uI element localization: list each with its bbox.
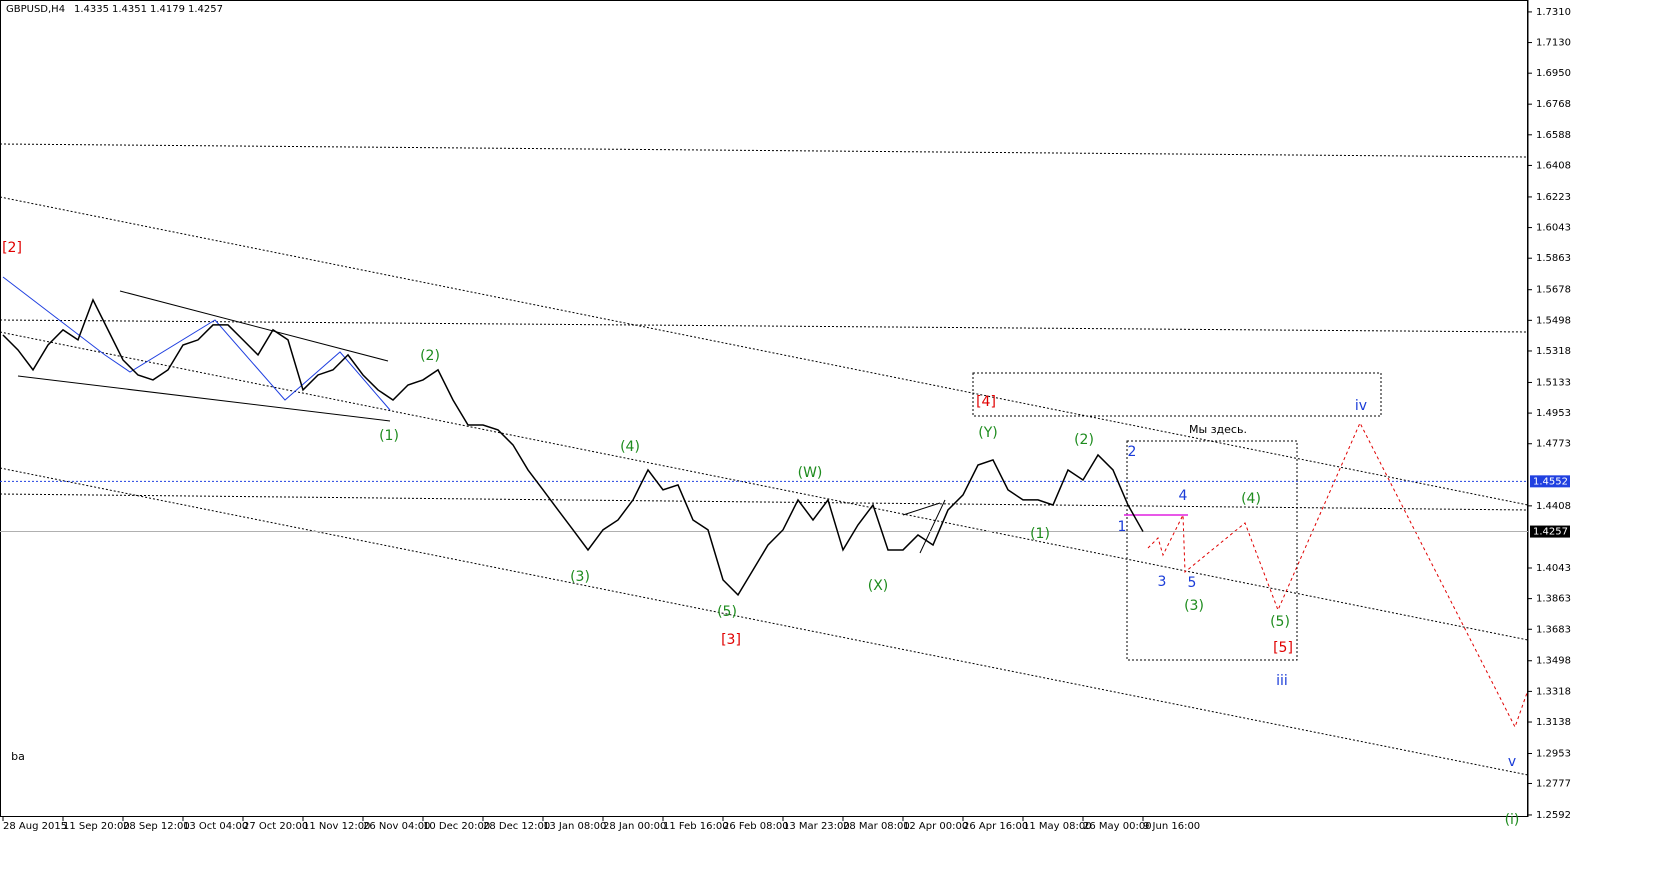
y-tick-label: 1.5863 [1536,253,1571,264]
wave-label: (1) [1030,526,1050,542]
dotted-line [0,319,1529,333]
current-label: 1.4257 [1533,527,1568,538]
y-tick-label: 1.5498 [1536,315,1571,326]
y-tick-label: 1.6043 [1536,223,1571,234]
x-tick-label: 13 Oct 04:00 [183,821,248,832]
wave-label: [2] [2,240,22,256]
x-tick-label: 26 May 00:00 [1083,821,1152,832]
y-tick-label: 1.7130 [1536,38,1571,49]
ohlc-value: 1.4257 [188,4,223,15]
trend-line [119,290,389,362]
wave-label: (2) [420,348,440,364]
y-tick-label: 1.4043 [1536,563,1571,574]
x-tick-label: 26 Apr 16:00 [963,821,1028,832]
x-tick-label: 27 Oct 20:00 [243,821,308,832]
projection [1147,421,1529,729]
wave-label: (Y) [978,425,997,441]
symbol-title: GBPUSD,H4 [6,4,65,15]
x-tick-label: 28 Jan 00:00 [603,821,666,832]
x-tick-label: 28 Mar 08:00 [843,821,910,832]
x-tick-label: 13 Jan 08:00 [543,821,606,832]
wave-label: (4) [1241,491,1261,507]
wave-label: ba [11,750,25,763]
x-tick-label: 28 Dec 12:00 [483,821,550,832]
y-tick-label: 1.6588 [1536,130,1571,141]
y-tick-label: 1.2777 [1536,778,1571,789]
wave-label: iii [1276,673,1288,689]
wave-label: (1) [379,428,399,444]
wave-label: [4] [976,394,996,410]
y-tick-label: 1.4773 [1536,439,1571,450]
y-tick-label: 1.6223 [1536,192,1571,203]
target-box [1126,440,1298,661]
ohlc-value: 1.4335 [74,4,109,15]
x-tick-label: 9 Jun 16:00 [1143,821,1200,832]
wave-label: 4 [1179,488,1188,504]
wave-label: [3] [721,632,741,648]
y-tick-label: 1.4953 [1536,408,1571,419]
wave-label: (3) [1184,598,1204,614]
wave-label: 1 [1118,519,1127,535]
y-tick-label: 1.3863 [1536,594,1571,605]
channel-lines [0,143,1529,776]
y-tick-label: 1.6768 [1536,99,1571,110]
y-tick-label: 1.5133 [1536,377,1571,388]
y-tick-label: 1.4408 [1536,501,1571,512]
trend-line [902,502,941,516]
x-tick-label: 13 Mar 23:00 [783,821,850,832]
x-tick-label: 26 Nov 04:00 [363,821,430,832]
dotted-line [0,493,1529,511]
y-tick-label: 1.3498 [1536,656,1571,667]
wave-label: (i) [1505,812,1520,828]
wave-label: 3 [1158,574,1167,590]
wave-label: Мы здесь. [1189,423,1247,436]
y-tick-label: 1.3138 [1536,717,1571,728]
x-tick-label: 11 Nov 12:00 [303,821,370,832]
y-tick-label: 1.7310 [1536,7,1571,18]
x-tick-label: 11 Feb 16:00 [663,821,729,832]
y-tick-label: 1.5678 [1536,285,1571,296]
wave-label: (W) [798,465,823,481]
wave-label: (X) [868,578,889,594]
wave-line [2,276,391,411]
x-tick-label: 10 Dec 20:00 [423,821,490,832]
wave-label: (5) [717,604,737,620]
dotted-line [0,143,1529,158]
wave-label: [5] [1273,640,1293,656]
level-label: 1.4552 [1533,476,1568,487]
wave-label: 5 [1188,575,1197,591]
y-tick-label: 1.6950 [1536,68,1571,79]
wave-label: 2 [1128,444,1137,460]
wave-label: (2) [1074,432,1094,448]
y-tick-label: 1.5318 [1536,346,1571,357]
x-tick-label: 11 Sep 20:00 [63,821,130,832]
x-tick-label: 12 Apr 00:00 [903,821,968,832]
target-box [972,372,1382,417]
level-label-box [1530,475,1570,488]
wave-label: v [1508,754,1516,770]
x-tick-label: 28 Aug 2015 [3,821,67,832]
wave-label: (4) [620,439,640,455]
x-tick-label: 26 Feb 08:00 [723,821,789,832]
y-tick-label: 1.2592 [1536,810,1571,821]
x-tick-label: 28 Sep 12:00 [123,821,190,832]
wave-label: (3) [570,569,590,585]
trend-line [17,375,391,422]
price-line [2,298,1144,597]
y-tick-label: 1.3683 [1536,624,1571,635]
x-tick-label: 11 May 08:00 [1023,821,1092,832]
ohlc-value: 1.4179 [150,4,185,15]
trend-line [919,499,946,554]
ohlc-value: 1.4351 [112,4,147,15]
y-tick-label: 1.2953 [1536,749,1571,760]
wave-label: iv [1355,398,1367,414]
current-label-box [1530,525,1570,538]
y-tick-label: 1.6408 [1536,160,1571,171]
y-tick-label: 1.3318 [1536,686,1571,697]
wave-label: (5) [1270,614,1290,630]
